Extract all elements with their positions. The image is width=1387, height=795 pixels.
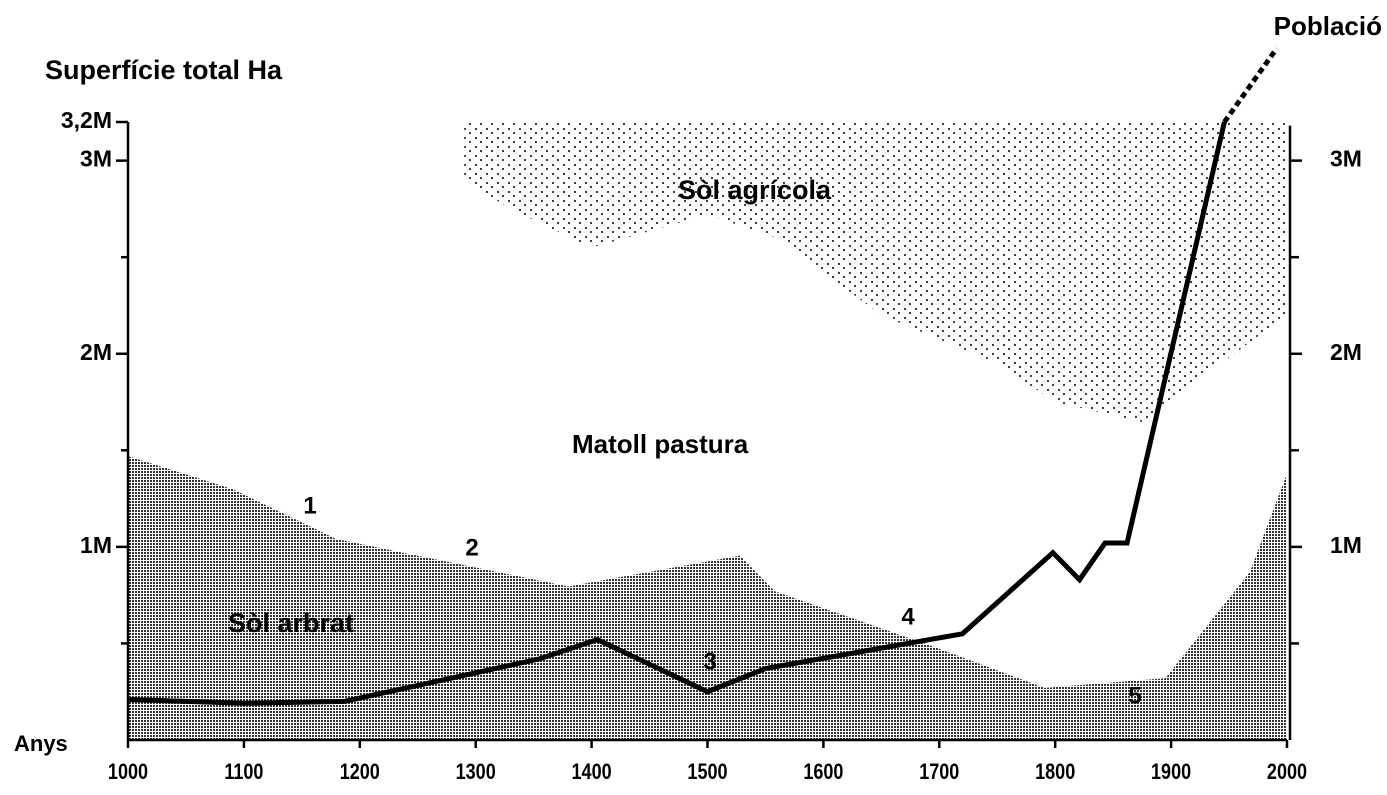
series-label: Sòl agrícola	[678, 175, 832, 205]
x-tick-label: 1800	[1035, 760, 1075, 784]
y-tick-label: 3M	[80, 146, 112, 172]
x-tick-label: 1100	[224, 760, 263, 784]
series-label: Sòl arbrat	[228, 608, 354, 638]
annotation: Matoll pastura	[572, 429, 749, 459]
x-tick-label: 1500	[687, 760, 727, 784]
line	[127, 121, 1227, 706]
x-tick-label: 1200	[340, 760, 380, 784]
x-tick-label: 1600	[803, 760, 843, 784]
area	[128, 456, 1287, 740]
annotation: 1	[303, 492, 316, 519]
x-tick-label: 1700	[919, 760, 959, 784]
annotation: 4	[901, 603, 915, 630]
area	[464, 122, 1287, 424]
y2-tick-label: 2M	[1330, 339, 1362, 365]
y2-tick-label: 3M	[1330, 146, 1362, 172]
y-tick-label: 3,2M	[61, 107, 112, 133]
x-tick-label: 1400	[572, 760, 612, 784]
y2-tick-label: 1M	[1330, 532, 1362, 558]
x-axis-label: Anys	[14, 731, 68, 756]
annotation: 2	[465, 534, 478, 561]
line	[1222, 47, 1279, 124]
x-tick-label: 2000	[1267, 760, 1307, 784]
y-tick-label: 2M	[80, 339, 112, 365]
x-tick-label: 1300	[456, 760, 496, 784]
x-tick-label: 1900	[1151, 760, 1191, 784]
y-tick-label: 1M	[80, 532, 112, 558]
x-tick-label: 1000	[108, 760, 148, 784]
series-label: Població	[1274, 11, 1382, 41]
annotation: 5	[1128, 682, 1141, 709]
chart-title: Superfície total Ha	[45, 55, 283, 85]
annotation: 3	[703, 648, 716, 675]
